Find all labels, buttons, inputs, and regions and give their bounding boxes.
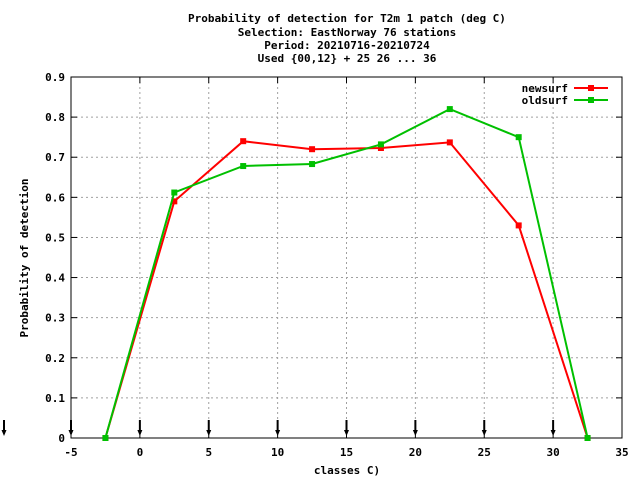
x-tick-label: 30 <box>547 446 560 459</box>
title-line-1: Probability of detection for T2m 1 patch… <box>188 12 506 25</box>
legend-marker-oldsurf <box>588 97 594 103</box>
arrow-marker-head <box>68 430 74 436</box>
data-point-oldsurf <box>377 141 384 148</box>
title-line-3: Period: 20210716-20210724 <box>264 39 430 52</box>
x-tick-label: 15 <box>340 446 353 459</box>
y-tick-label: 0.3 <box>45 312 65 325</box>
arrow-marker-head <box>1 430 7 436</box>
axis-ticks: -5 0 5 10 15 20 25 30 3500.10.20.30.40.50.60.70.… <box>45 71 629 459</box>
y-tick-label: 0.9 <box>45 71 65 84</box>
arrow-marker-head <box>344 430 349 436</box>
data-point-oldsurf <box>171 189 178 196</box>
y-tick-label: 0.8 <box>45 111 65 124</box>
x-tick-label: 25 <box>478 446 491 459</box>
y-tick-label: 0.6 <box>45 191 65 204</box>
y-tick-label: 0 <box>58 432 65 445</box>
legend-label-newsurf: newsurf <box>522 82 568 95</box>
x-axis-label: classes C) <box>314 464 380 477</box>
data-point-oldsurf <box>584 435 591 441</box>
title-line-2: Selection: EastNorway 76 stations <box>238 26 457 39</box>
data-point-newsurf <box>171 198 178 205</box>
data-point-oldsurf <box>240 163 247 170</box>
series-line-oldsurf <box>104 108 589 439</box>
arrow-marker-head <box>137 430 143 436</box>
x-tick-label: 5 <box>205 446 212 459</box>
data-point-newsurf <box>446 139 453 146</box>
x-tick-label: -5 <box>64 446 77 459</box>
grid <box>71 77 622 438</box>
data-point-oldsurf <box>309 161 316 168</box>
x-tick-label: 10 <box>271 446 284 459</box>
title-line-4: Used {00,12} + 25 26 ... 36 <box>258 52 437 65</box>
y-axis-label: Probability of detection <box>18 179 31 338</box>
x-tick-label: 35 <box>615 446 628 459</box>
arrow-marker-head <box>412 430 418 436</box>
y-tick-label: 0.2 <box>45 352 65 365</box>
legend-label-oldsurf: oldsurf <box>522 94 568 107</box>
x-tick-label: 20 <box>409 446 422 459</box>
y-tick-label: 0.5 <box>45 231 65 244</box>
chart-title: Probability of detection for T2m 1 patch… <box>188 12 506 65</box>
arrow-marker-head <box>206 430 212 436</box>
data-point-newsurf <box>240 138 247 145</box>
arrow-marker-head <box>481 430 487 436</box>
y-tick-label: 0.4 <box>45 272 65 285</box>
data-point-oldsurf <box>446 106 453 113</box>
y-tick-label: 0.7 <box>45 151 65 164</box>
data-point-newsurf <box>377 144 384 151</box>
arrow-markers <box>1 420 556 436</box>
series-line-newsurf <box>104 140 589 439</box>
data-point-newsurf <box>309 146 316 153</box>
x-tick-label: 0 <box>137 446 144 459</box>
data-point-oldsurf <box>102 435 109 441</box>
data-point-newsurf <box>515 222 522 229</box>
arrow-marker-head <box>275 430 281 436</box>
series <box>102 106 591 441</box>
legend-marker-newsurf <box>588 85 594 91</box>
data-point-oldsurf <box>515 134 522 141</box>
arrow-marker-head <box>550 430 556 436</box>
y-tick-label: 0.1 <box>45 392 65 405</box>
